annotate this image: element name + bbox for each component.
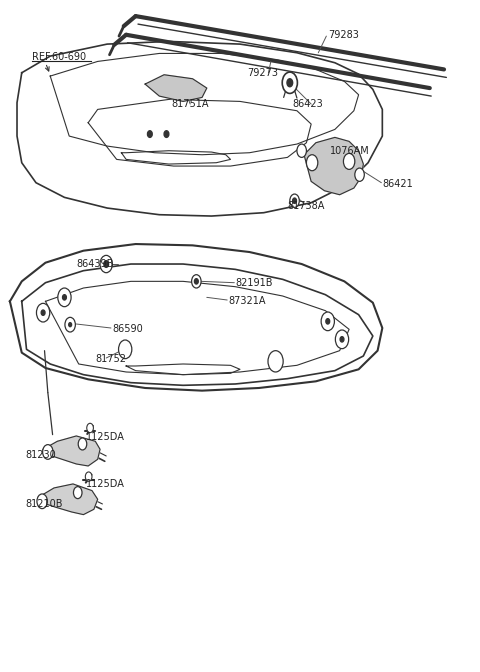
Circle shape	[85, 472, 92, 481]
Text: 86423: 86423	[292, 99, 323, 109]
Circle shape	[87, 423, 94, 433]
Text: 1076AM: 1076AM	[330, 146, 370, 156]
Polygon shape	[304, 137, 363, 195]
Circle shape	[321, 312, 335, 331]
Circle shape	[326, 319, 330, 324]
Text: 81752: 81752	[96, 354, 126, 364]
Text: 79283: 79283	[328, 30, 359, 40]
Text: 86590: 86590	[112, 325, 143, 335]
Text: 1125DA: 1125DA	[86, 432, 125, 442]
Text: 1125DA: 1125DA	[86, 479, 125, 489]
Circle shape	[290, 194, 300, 208]
Text: 81210B: 81210B	[25, 499, 63, 509]
Circle shape	[69, 323, 72, 327]
Circle shape	[43, 445, 53, 459]
Circle shape	[100, 255, 112, 273]
Text: 87321A: 87321A	[228, 296, 265, 306]
Circle shape	[194, 279, 198, 284]
Circle shape	[282, 72, 298, 93]
Circle shape	[287, 79, 293, 87]
Text: REF.60-690: REF.60-690	[32, 52, 86, 62]
Circle shape	[36, 303, 50, 322]
Text: 81751A: 81751A	[171, 99, 209, 109]
Circle shape	[343, 153, 355, 169]
Circle shape	[336, 330, 348, 349]
Circle shape	[306, 155, 318, 171]
Polygon shape	[38, 484, 97, 515]
Text: 86421: 86421	[383, 179, 413, 189]
Text: 82191B: 82191B	[235, 278, 273, 288]
Text: 81738A: 81738A	[288, 201, 325, 211]
Circle shape	[65, 317, 75, 332]
Circle shape	[73, 487, 82, 499]
Circle shape	[297, 144, 306, 157]
Circle shape	[268, 351, 283, 372]
Circle shape	[164, 131, 169, 137]
Circle shape	[37, 494, 48, 509]
Circle shape	[340, 337, 344, 342]
Polygon shape	[43, 436, 100, 466]
Circle shape	[104, 261, 108, 267]
Circle shape	[62, 295, 66, 300]
Text: 86439B: 86439B	[76, 259, 114, 269]
Polygon shape	[22, 264, 373, 385]
Circle shape	[58, 288, 71, 306]
Circle shape	[192, 275, 201, 288]
Text: 81230: 81230	[25, 450, 56, 460]
Circle shape	[41, 310, 45, 315]
Circle shape	[147, 131, 152, 137]
Circle shape	[78, 438, 87, 450]
Circle shape	[119, 340, 132, 359]
Polygon shape	[17, 42, 383, 216]
Polygon shape	[145, 75, 207, 101]
Circle shape	[355, 168, 364, 181]
Circle shape	[293, 198, 297, 204]
Text: 79273: 79273	[247, 68, 278, 78]
